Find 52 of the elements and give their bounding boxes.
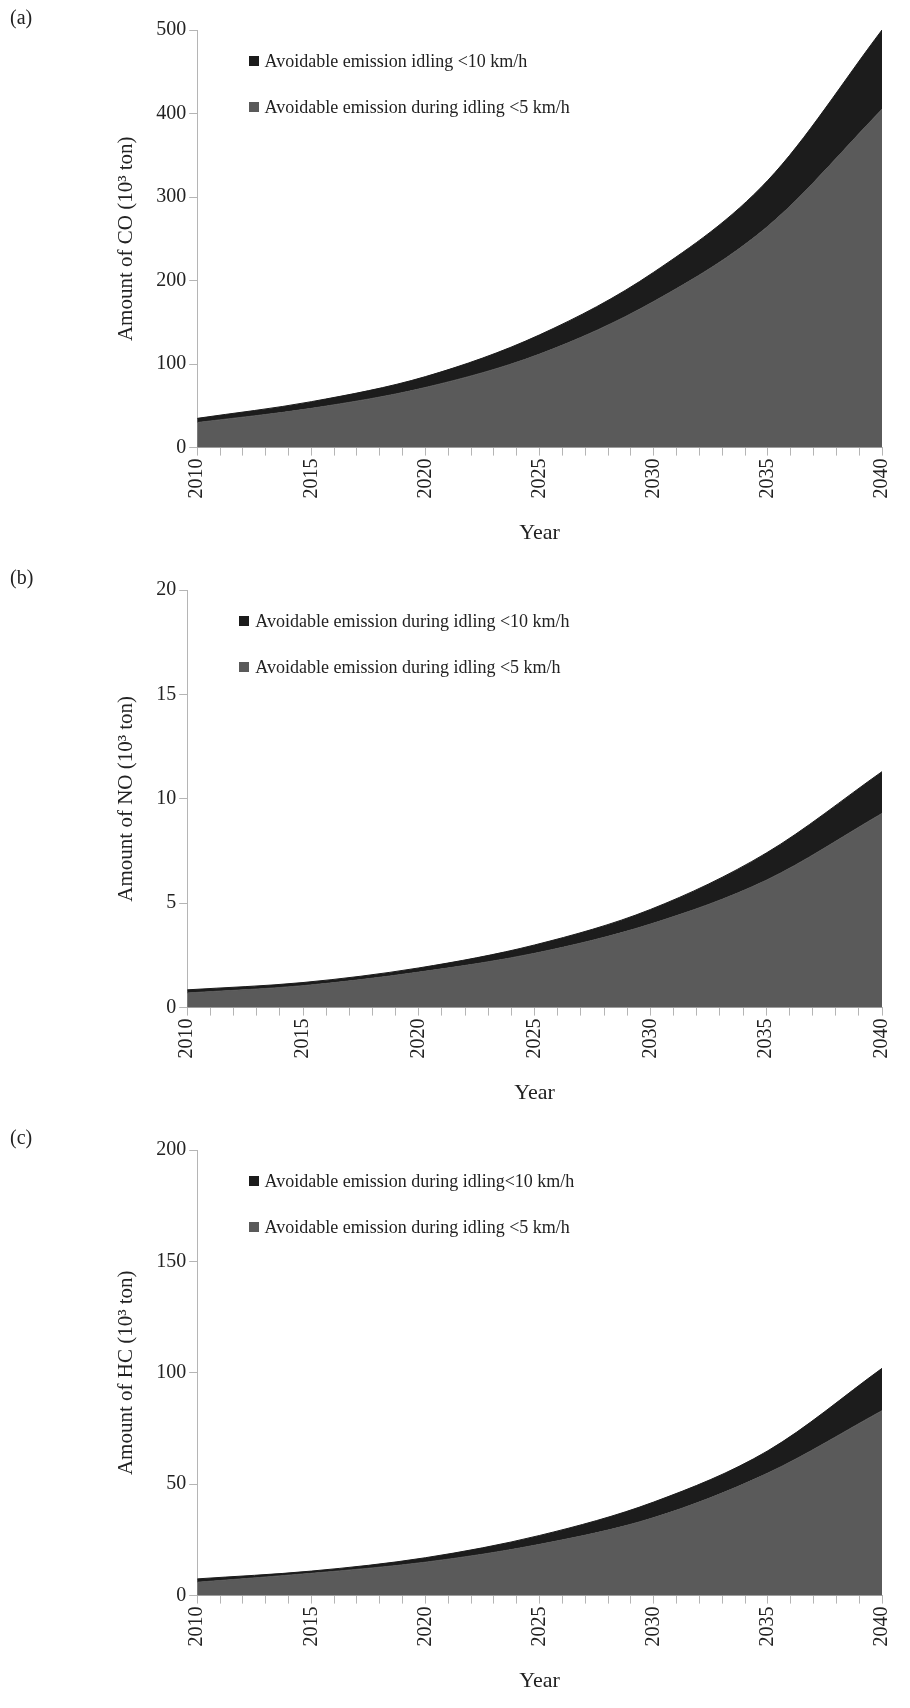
x-tick-label: 2030 bbox=[637, 1018, 660, 1059]
y-tick-label: 0 bbox=[166, 994, 177, 1017]
x-tick-label: 2025 bbox=[521, 1018, 544, 1059]
x-tick-label: 2010 bbox=[184, 1606, 207, 1647]
y-tick-label: 5 bbox=[166, 890, 177, 913]
y-tick-label: 200 bbox=[156, 1137, 187, 1160]
text: (b) bbox=[10, 566, 34, 589]
legend-label: Avoidable emission during idling <5 km/h bbox=[264, 1217, 570, 1237]
y-tick-label: 200 bbox=[156, 267, 187, 290]
y-tick-label: 15 bbox=[156, 681, 177, 704]
y-tick-label: 50 bbox=[166, 1471, 187, 1494]
x-tick-label: 2015 bbox=[290, 1018, 313, 1059]
x-axis-title: Year bbox=[519, 518, 561, 544]
x-tick-label: 2020 bbox=[412, 1606, 435, 1647]
y-tick-label: 100 bbox=[156, 1360, 187, 1383]
x-axis-title: Year bbox=[514, 1078, 556, 1104]
y-tick-label: 100 bbox=[156, 351, 187, 374]
legend-label: Avoidable emission during idling <10 km/h bbox=[255, 611, 570, 631]
x-tick-label: 2010 bbox=[184, 458, 207, 499]
x-tick-label: 2020 bbox=[412, 458, 435, 499]
y-axis-title: Amount of CO (10³ ton) bbox=[113, 136, 138, 342]
x-tick-label: 2040 bbox=[869, 1606, 892, 1647]
x-tick-label: 2030 bbox=[640, 1606, 663, 1647]
x-tick-label: 2020 bbox=[406, 1018, 429, 1059]
y-axis-title: Amount of NO (10³ ton) bbox=[113, 695, 138, 902]
x-tick-label: 2010 bbox=[174, 1018, 197, 1059]
legend-label: Avoidable emission idling <10 km/h bbox=[264, 51, 528, 71]
y-tick-label: 0 bbox=[176, 434, 187, 457]
y-tick-label: 10 bbox=[156, 786, 177, 809]
x-tick-label: 2025 bbox=[526, 1606, 549, 1647]
legend-label: Avoidable emission during idling<10 km/h bbox=[264, 1171, 575, 1191]
x-tick-label: 2030 bbox=[640, 458, 663, 499]
y-axis-title: Amount of HC (10³ ton) bbox=[113, 1270, 138, 1476]
y-tick-label: 300 bbox=[156, 184, 187, 207]
legend-label: Avoidable emission during idling <5 km/h bbox=[264, 97, 570, 117]
y-tick-label: 0 bbox=[176, 1582, 187, 1605]
y-tick-label: 500 bbox=[156, 17, 187, 40]
x-tick-label: 2035 bbox=[753, 1018, 776, 1059]
y-tick-label: 400 bbox=[156, 100, 187, 123]
x-tick-label: 2015 bbox=[298, 458, 321, 499]
x-tick-label: 2040 bbox=[869, 458, 892, 499]
x-tick-label: 2035 bbox=[755, 458, 778, 499]
y-tick-label: 150 bbox=[156, 1248, 187, 1271]
x-axis-title: Year bbox=[519, 1666, 561, 1692]
text: (a) bbox=[10, 6, 33, 29]
text: (c) bbox=[10, 1126, 33, 1149]
legend-label: Avoidable emission during idling <5 km/h bbox=[255, 657, 561, 677]
x-tick-label: 2035 bbox=[755, 1606, 778, 1647]
x-tick-label: 2025 bbox=[526, 458, 549, 499]
y-tick-label: 20 bbox=[156, 577, 177, 600]
x-tick-label: 2015 bbox=[298, 1606, 321, 1647]
x-tick-label: 2040 bbox=[869, 1018, 892, 1059]
